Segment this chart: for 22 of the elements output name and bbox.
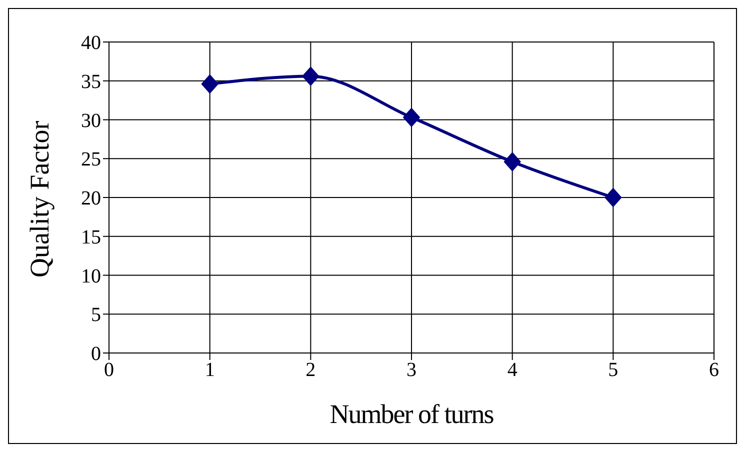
x-tick-label: 3: [406, 359, 416, 382]
y-tick-label: 20: [81, 188, 101, 210]
x-tick-label: 4: [507, 359, 518, 382]
point: [504, 152, 521, 172]
y-tick-label: 35: [81, 70, 101, 93]
x-tick-label: 5: [608, 359, 618, 382]
x-tick-label: 6: [709, 359, 719, 382]
point: [604, 188, 622, 207]
y-axis-title: Quality Factor: [24, 120, 55, 278]
y-tick-label: 40: [81, 32, 101, 54]
y-tick-label: 10: [81, 265, 101, 288]
y-tick-label: 25: [81, 148, 101, 171]
point: [403, 108, 420, 127]
y-tick-label: 0: [91, 343, 101, 366]
x-tick-label: 1: [204, 359, 215, 382]
point: [302, 66, 320, 86]
x-tick-label: 2: [306, 359, 316, 382]
point: [201, 74, 218, 94]
y-tick-label: 30: [81, 110, 101, 132]
y-tick-label: 5: [91, 304, 101, 326]
y-tick-label: 15: [81, 226, 101, 248]
x-axis-title: Number of turns: [330, 399, 494, 429]
